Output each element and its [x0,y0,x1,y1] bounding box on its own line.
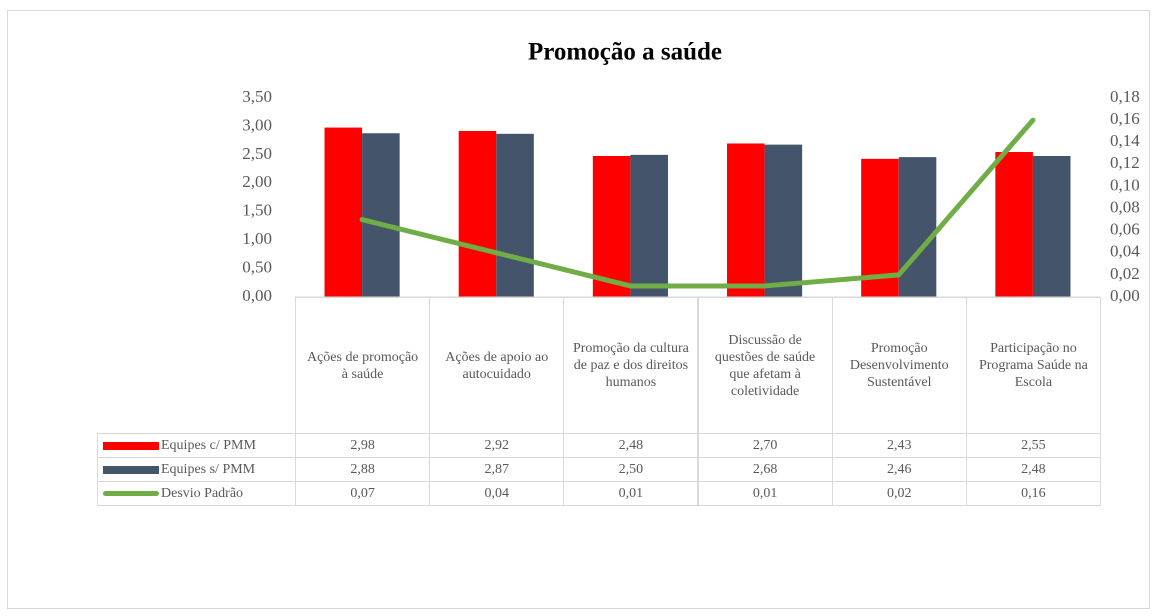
y-tick-label: 0,50 [242,257,272,276]
y2-tick-label: 0,08 [1110,197,1140,216]
y-tick-label: 2,50 [242,144,272,163]
value-cell: 2,87 [429,457,565,482]
category-cell: Ações de apoio ao autocuidado [429,297,565,434]
bar [764,144,803,297]
bar [592,155,631,297]
y2-tick-label: 0,04 [1110,242,1140,261]
value-cell: 2,48 [563,433,699,458]
value-cell: 2,48 [965,457,1101,482]
value-cell: 2,68 [697,457,833,482]
bar [630,154,668,297]
value-cell: 2,50 [563,457,699,482]
value-cell: 2,88 [295,457,431,482]
legend-swatch [103,441,159,450]
y-tick-label: 3,00 [242,115,272,134]
bar [324,127,363,298]
y2-tick-label: 0,06 [1110,220,1140,239]
value-cell: 2,92 [429,433,565,458]
legend-swatch [103,491,159,496]
y2-tick-label: 0,00 [1110,286,1140,305]
value-cell: 2,43 [831,433,967,458]
value-cell: 0,16 [965,481,1101,506]
y-tick-label: 1,50 [242,201,272,220]
legend-swatch [103,465,159,474]
bar [727,143,765,297]
category-cell: Ações de promoção à saúde [295,297,431,434]
legend-label: Equipes c/ PMM [161,438,256,453]
legend-label: Desvio Padrão [161,486,244,501]
bar [458,130,497,297]
value-cell: 0,01 [563,481,699,506]
y2-tick-label: 0,14 [1110,131,1140,150]
value-cell: 0,01 [697,481,833,506]
bar [496,133,534,297]
y2-tick-label: 0,16 [1110,109,1140,128]
bar [995,152,1033,297]
category-cell: Promoção Desenvolvimento Sustentável [831,297,967,434]
category-cell: Participação no Programa Saúde na Escola [965,297,1101,434]
value-cell: 0,02 [831,481,967,506]
y2-tick-label: 0,18 [1110,87,1140,106]
value-cell: 0,04 [429,481,565,506]
value-cell: 2,55 [965,433,1101,458]
y-tick-label: 3,50 [242,87,272,106]
category-cell: Promoção da cultura de paz e dos direito… [563,297,699,434]
legend-cell: Desvio Padrão [97,481,296,506]
value-cell: 2,46 [831,457,967,482]
value-cell: 2,98 [295,433,431,458]
value-cell: 2,70 [697,433,833,458]
line [359,117,1036,289]
y2-tick-label: 0,12 [1110,153,1140,172]
bar [362,133,400,297]
legend-cell: Equipes s/ PMM [97,457,296,482]
value-cell: 0,07 [295,481,431,506]
category-cell: Discussão de questões de saúde que afeta… [697,297,833,434]
chart-title: Promoção a saúde [528,39,722,66]
y-tick-label: 0,00 [242,286,272,305]
legend-cell: Equipes c/ PMM [97,433,296,458]
legend-label: Equipes s/ PMM [161,462,256,477]
y-tick-label: 1,00 [242,229,272,248]
y-tick-label: 2,00 [242,172,272,191]
bar [898,157,937,297]
bar [1032,155,1071,297]
y2-tick-label: 0,10 [1110,175,1140,194]
y2-tick-label: 0,02 [1110,264,1140,283]
chart-border [7,10,1150,609]
